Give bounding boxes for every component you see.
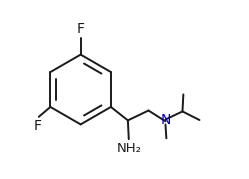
- Text: NH₂: NH₂: [116, 142, 141, 155]
- Text: F: F: [77, 22, 85, 36]
- Text: N: N: [160, 113, 171, 127]
- Text: F: F: [34, 120, 42, 134]
